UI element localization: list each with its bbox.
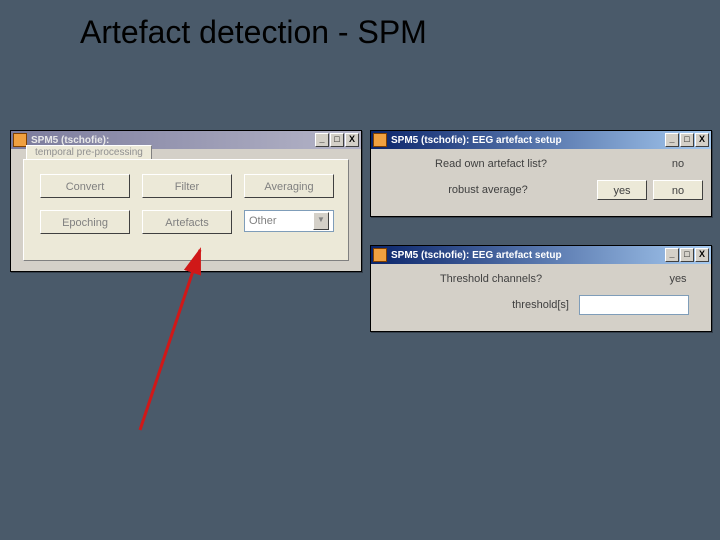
matlab-icon bbox=[13, 133, 27, 147]
w2-titlebar[interactable]: SPM5 (tschofie): EEG artefact setup _ □ … bbox=[371, 131, 711, 149]
filter-button[interactable]: Filter bbox=[142, 174, 232, 198]
minimize-icon[interactable]: _ bbox=[665, 133, 679, 147]
tab-panel: temporal pre-processing Convert Filter A… bbox=[23, 159, 349, 261]
spm-main-window: SPM5 (tschofie): _ □ X temporal pre-proc… bbox=[10, 130, 362, 272]
close-icon[interactable]: X bbox=[695, 248, 709, 262]
artefact-setup-window-2: SPM5 (tschofie): EEG artefact setup _ □ … bbox=[370, 245, 712, 332]
maximize-icon[interactable]: □ bbox=[680, 133, 694, 147]
close-icon[interactable]: X bbox=[345, 133, 359, 147]
matlab-icon bbox=[373, 133, 387, 147]
tab-label[interactable]: temporal pre-processing bbox=[26, 145, 152, 159]
minimize-icon[interactable]: _ bbox=[315, 133, 329, 147]
w2-title: SPM5 (tschofie): EEG artefact setup bbox=[391, 135, 562, 146]
other-dropdown-label: Other bbox=[249, 215, 277, 227]
matlab-icon bbox=[373, 248, 387, 262]
robust-average-no-button[interactable]: no bbox=[653, 180, 703, 200]
maximize-icon[interactable]: □ bbox=[330, 133, 344, 147]
threshold-channels-label: Threshold channels? bbox=[379, 273, 603, 285]
robust-average-label: robust average? bbox=[379, 184, 597, 196]
convert-button[interactable]: Convert bbox=[40, 174, 130, 198]
slide-title: Artefact detection - SPM bbox=[80, 14, 427, 51]
artefact-setup-window-1: SPM5 (tschofie): EEG artefact setup _ □ … bbox=[370, 130, 712, 217]
threshold-input[interactable] bbox=[579, 295, 689, 315]
w3-title: SPM5 (tschofie): EEG artefact setup bbox=[391, 250, 562, 261]
epoching-button[interactable]: Epoching bbox=[40, 210, 130, 234]
minimize-icon[interactable]: _ bbox=[665, 248, 679, 262]
other-dropdown[interactable]: Other ▼ bbox=[244, 210, 334, 232]
maximize-icon[interactable]: □ bbox=[680, 248, 694, 262]
w3-titlebar[interactable]: SPM5 (tschofie): EEG artefact setup _ □ … bbox=[371, 246, 711, 264]
close-icon[interactable]: X bbox=[695, 133, 709, 147]
chevron-down-icon: ▼ bbox=[313, 212, 329, 230]
robust-average-yes-button[interactable]: yes bbox=[597, 180, 647, 200]
read-artefact-list-value: no bbox=[653, 154, 703, 174]
averaging-button[interactable]: Averaging bbox=[244, 174, 334, 198]
artefacts-button[interactable]: Artefacts bbox=[142, 210, 232, 234]
threshold-channels-value: yes bbox=[653, 269, 703, 289]
threshold-label: threshold[s] bbox=[379, 299, 579, 311]
w1-title: SPM5 (tschofie): bbox=[31, 135, 109, 146]
read-artefact-list-label: Read own artefact list? bbox=[379, 158, 603, 170]
